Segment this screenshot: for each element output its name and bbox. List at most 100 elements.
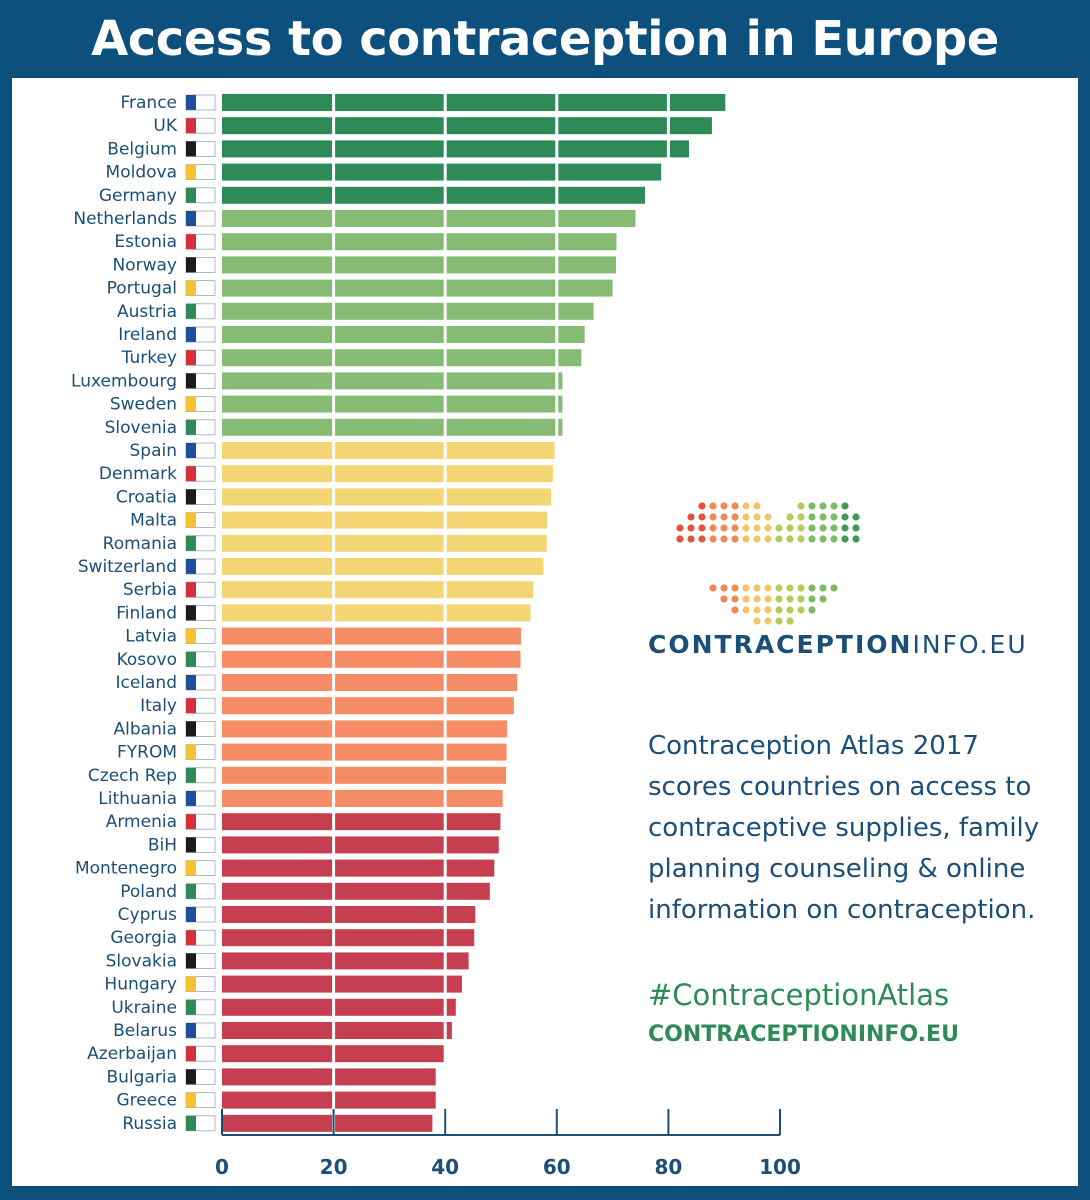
logo-dot: [764, 524, 772, 532]
logo-dot: [764, 595, 772, 603]
flag-stripe: [186, 373, 196, 389]
logo-dot: [819, 513, 827, 521]
flag-stripe: [186, 1046, 196, 1062]
logo-dot: [830, 513, 838, 521]
flag-stripe: [186, 791, 196, 806]
chart-panel: France UK Belgium Moldova Germany Netherlands…: [12, 78, 1078, 1186]
bar-italy: [222, 697, 514, 715]
bar-malta: [222, 511, 548, 529]
flag-stripe: [186, 883, 196, 899]
bar-armenia: [222, 813, 501, 831]
country-label: Iceland: [115, 673, 177, 693]
logo-dot: [764, 513, 772, 521]
bar-slovenia: [222, 418, 563, 436]
logo-dot: [797, 513, 805, 521]
logo-dot: [753, 502, 761, 510]
bar-portugal: [222, 279, 613, 297]
flag-stripe: [186, 211, 196, 226]
logo-dot: [830, 535, 838, 543]
bar-russia: [222, 1114, 433, 1132]
flag-stripe: [186, 628, 196, 644]
country-label: Belgium: [107, 139, 177, 159]
flag-stripe: [186, 280, 196, 296]
bar-spain: [222, 442, 555, 459]
logo-dot: [841, 535, 849, 543]
country-label: Armenia: [106, 812, 177, 832]
logo-dot: [742, 535, 750, 543]
flag-stripe: [186, 767, 196, 783]
bar-ireland: [222, 326, 585, 343]
logo-dot: [764, 535, 772, 543]
country-label: Finland: [116, 603, 177, 623]
logo-dot: [742, 595, 750, 603]
logo-dot: [808, 606, 816, 614]
website: CONTRACEPTIONINFO.EU: [648, 1022, 959, 1047]
logo-dot: [775, 617, 783, 625]
hashtag: #ContraceptionAtlas: [648, 978, 950, 1012]
flag-stripe: [186, 814, 196, 830]
logo-dot: [742, 513, 750, 521]
logo-dot: [797, 502, 805, 510]
logo-dot: [676, 524, 684, 532]
bar-bih: [222, 836, 499, 854]
logo-dot: [720, 595, 728, 603]
flag-stripe: [186, 443, 196, 458]
logo-dot: [764, 617, 772, 625]
x-tick-label: 0: [215, 1155, 229, 1179]
flag-stripe: [186, 1092, 196, 1108]
country-label: BiH: [148, 835, 177, 855]
x-tick-label: 60: [543, 1155, 571, 1179]
flag-stripe: [186, 582, 196, 598]
logo-dot: [720, 513, 728, 521]
logo-dot: [709, 584, 717, 592]
logo-dot: [852, 513, 860, 521]
flag-stripe: [186, 721, 196, 737]
flag-stripe: [186, 1115, 196, 1131]
bar-norway: [222, 256, 616, 274]
logo-dot: [808, 502, 816, 510]
bar-luxembourg: [222, 372, 563, 390]
chart-title: Access to contraception in Europe: [91, 11, 999, 67]
logo-dot: [731, 513, 739, 521]
logo-dot: [775, 524, 783, 532]
flag-stripe: [186, 419, 196, 435]
country-label: UK: [153, 116, 177, 136]
flag-stripe: [186, 396, 196, 412]
logo-dot: [698, 524, 706, 532]
bar-croatia: [222, 488, 552, 506]
country-label: Denmark: [99, 464, 177, 484]
country-label: Portugal: [107, 279, 177, 299]
logo-dot: [841, 513, 849, 521]
bar-france: [222, 94, 726, 111]
bar-georgia: [222, 929, 475, 947]
logo-dot: [841, 524, 849, 532]
logo-dot: [830, 524, 838, 532]
flag-stripe: [186, 907, 196, 922]
x-tick-label: 100: [759, 1155, 801, 1179]
logo-dot: [687, 535, 695, 543]
logo-dot: [841, 502, 849, 510]
logo-dot: [709, 535, 717, 543]
bar-greece: [222, 1091, 436, 1109]
logo-dot: [742, 584, 750, 592]
logo-dot: [753, 584, 761, 592]
logo-dot: [720, 584, 728, 592]
logo-dot: [819, 535, 827, 543]
logo-dot: [786, 513, 794, 521]
country-label: Cyprus: [118, 905, 177, 925]
bar-sweden: [222, 395, 563, 413]
heart-dots-bottom-icon: [709, 584, 838, 625]
logo-dot: [775, 595, 783, 603]
logo-dot: [731, 524, 739, 532]
bar-poland: [222, 882, 490, 900]
country-label: Lithuania: [98, 789, 177, 809]
country-label: Georgia: [110, 928, 177, 948]
logo-dot: [753, 513, 761, 521]
logo-dot: [753, 524, 761, 532]
flag-stripe: [186, 234, 196, 250]
logo-dot: [775, 606, 783, 614]
flag-stripe: [186, 605, 196, 621]
flag-stripe: [186, 535, 196, 551]
logo-dot: [709, 524, 717, 532]
country-label: Turkey: [121, 348, 177, 368]
